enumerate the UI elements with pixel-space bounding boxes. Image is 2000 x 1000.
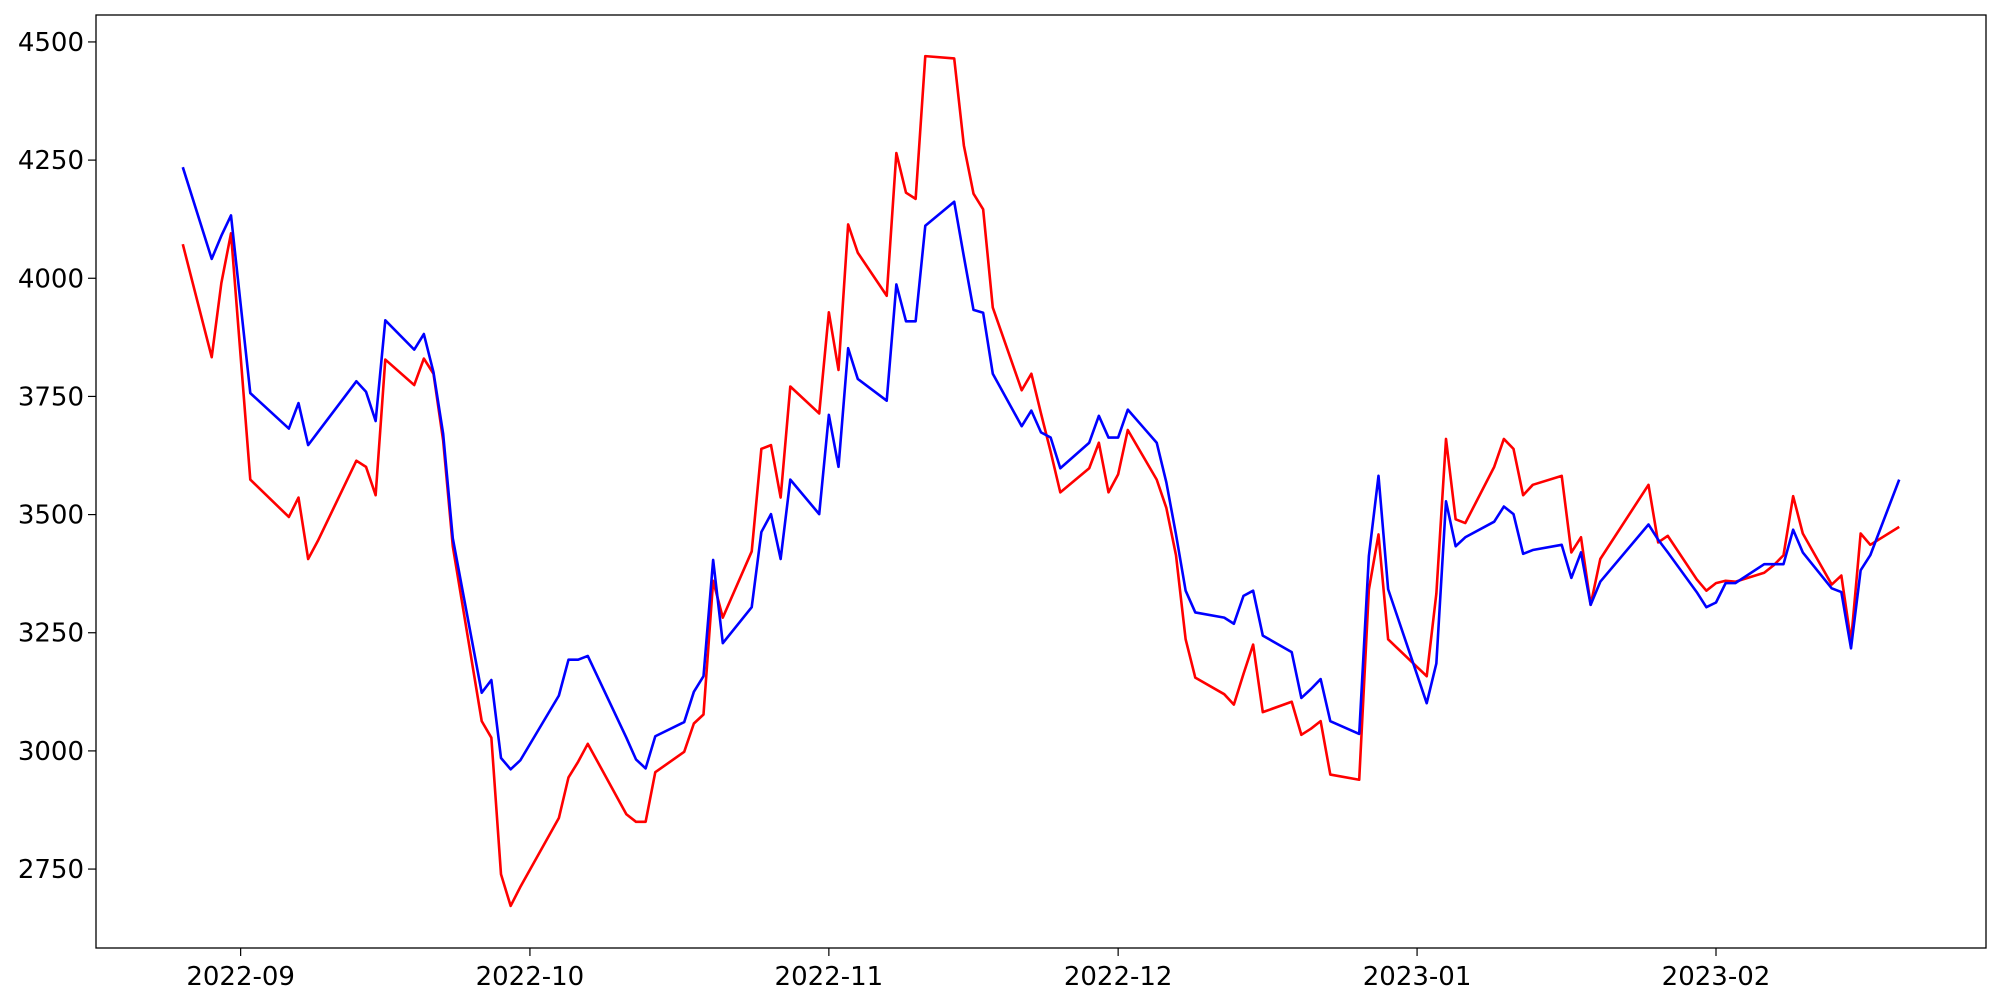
y-tick-label: 4250 — [18, 146, 84, 176]
x-tick-label: 2022-09 — [186, 962, 295, 992]
y-tick-label: 3750 — [18, 382, 84, 412]
y-tick-label: 4500 — [18, 28, 84, 58]
x-tick-label: 2023-01 — [1363, 962, 1472, 992]
x-tick-label: 2022-10 — [476, 962, 585, 992]
line-series — [181, 54, 1900, 908]
y-tick-label: 3500 — [18, 501, 84, 531]
y-tick-label: 2750 — [18, 855, 84, 885]
x-tick-label: 2022-11 — [775, 962, 884, 992]
y-tick-label: 3250 — [18, 619, 84, 649]
line-series — [181, 166, 1901, 771]
x-tick-label: 2022-12 — [1064, 962, 1173, 992]
y-tick-label: 3000 — [18, 737, 84, 767]
plot-frame — [95, 14, 1987, 949]
x-tick-label: 2023-02 — [1662, 962, 1771, 992]
y-tick-label: 4000 — [18, 264, 84, 294]
